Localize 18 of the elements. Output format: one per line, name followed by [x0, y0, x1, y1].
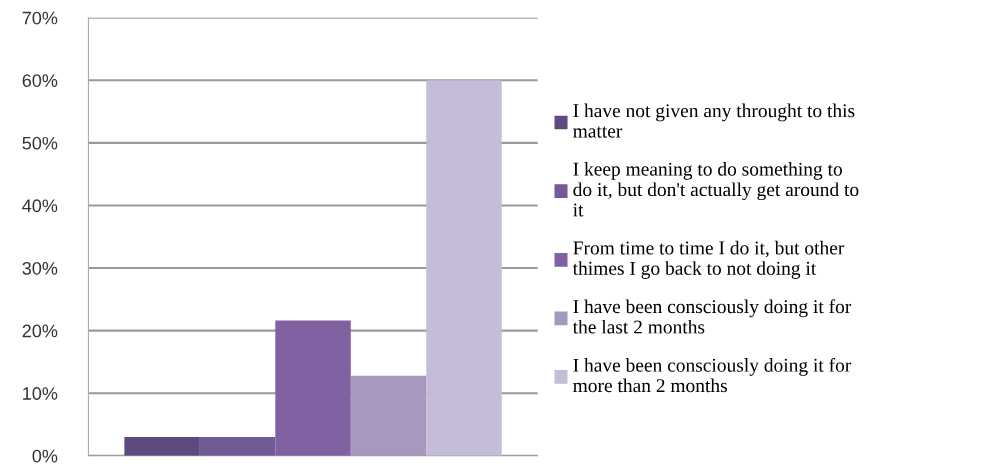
legend-label: I have been consciously doing it for the last 2 months	[572, 299, 852, 334]
legend-label: I keep meaning to do something to do it, but don't actually get around to it	[573, 162, 859, 217]
bar	[426, 80, 502, 456]
y-tick-label: 0%	[32, 449, 58, 463]
legend-label: From time to time I do it, but other thimes I go back to not doing it	[572, 240, 845, 279]
y-tick-label: 40%	[22, 199, 58, 213]
legend-label: I have not given any throught to this matter	[573, 103, 855, 138]
bar	[124, 436, 200, 456]
bar	[199, 436, 276, 456]
y-tick-label: 50%	[22, 136, 58, 150]
bar	[275, 320, 351, 456]
y-tick-label: 70%	[22, 11, 58, 25]
y-tick-label: 10%	[23, 387, 58, 400]
y-tick-label: 60%	[22, 74, 58, 88]
bar	[350, 375, 427, 456]
y-tick-label: 30%	[22, 261, 58, 275]
y-tick-label: 20%	[22, 324, 58, 338]
legend-label: I have been consciously doing it for more than 2 months	[573, 357, 852, 393]
